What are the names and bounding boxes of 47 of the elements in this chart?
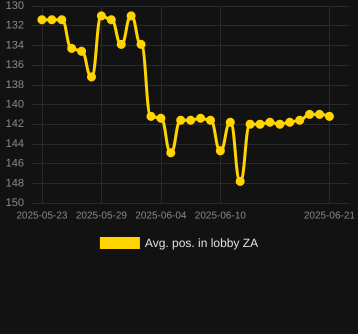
y-tick-label: 140: [6, 98, 24, 110]
point: [216, 146, 225, 156]
point: [236, 176, 245, 186]
point: [305, 110, 314, 119]
y-tick-label: 136: [6, 59, 24, 72]
point: [275, 120, 284, 129]
point: [256, 120, 265, 129]
point: [265, 118, 274, 127]
y-tick-label: 132: [6, 20, 24, 32]
point: [116, 40, 126, 49]
point: [166, 148, 176, 158]
point: [146, 112, 156, 121]
x-tick-label: 2025-06-21: [304, 210, 356, 222]
y-tick-label: 144: [6, 138, 24, 150]
y-tick-label: 146: [6, 158, 24, 170]
point: [196, 114, 206, 123]
point: [246, 120, 255, 129]
point: [285, 118, 294, 127]
point: [57, 15, 66, 24]
y-tick-label: 134: [6, 39, 24, 52]
y-tick-label: 148: [6, 177, 24, 190]
point: [186, 116, 196, 125]
y-tick-label: 130: [6, 0, 24, 12]
point: [176, 116, 186, 125]
point: [126, 11, 136, 20]
point: [86, 72, 96, 82]
x-tick-label: 2025-05-29: [76, 210, 128, 222]
point: [67, 44, 76, 53]
point: [156, 114, 166, 123]
point: [96, 11, 106, 20]
y-tick-label: 150: [6, 197, 24, 209]
y-tick-label: 142: [6, 118, 24, 130]
point: [106, 15, 116, 24]
x-tick-label: 2025-05-23: [16, 210, 68, 222]
x-tick-label: 2025-06-10: [194, 210, 246, 222]
x-tick-label: 2025-06-04: [135, 210, 187, 222]
point: [77, 46, 86, 56]
point: [206, 116, 215, 125]
point: [324, 112, 334, 121]
point: [47, 15, 56, 24]
point: [226, 118, 235, 127]
point: [136, 40, 146, 49]
y-tick-label: 138: [6, 78, 24, 91]
legend-label: Avg. pos. in lobby ZA: [144, 236, 258, 250]
point: [295, 116, 304, 125]
point: [315, 110, 324, 119]
point: [37, 15, 46, 24]
